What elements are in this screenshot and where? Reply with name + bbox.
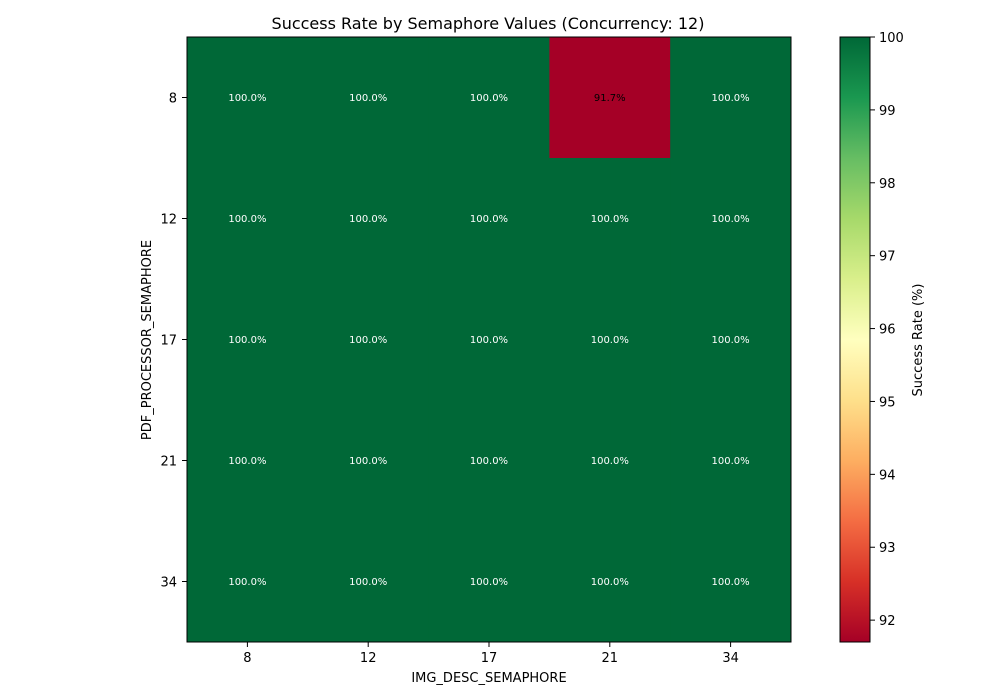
colorbar-tick-label: 95	[879, 395, 896, 410]
heatmap-cell-labels: 100.0% 100.0% 100.0% 91.7% 100.0% 100.0% 100.0…	[228, 93, 749, 588]
x-tick-label: 12	[360, 651, 377, 666]
colorbar	[839, 36, 871, 643]
heatmap-cell	[428, 37, 550, 159]
x-tick-label: 21	[602, 651, 619, 666]
heatmap-cell	[549, 521, 671, 643]
y-tick-label: 34	[160, 576, 177, 591]
heatmap-cell	[187, 400, 309, 522]
y-axis-title: PDF_PROCESSOR_SEMAPHORE	[140, 240, 155, 440]
heatmap-cell	[428, 158, 550, 280]
x-axis-title: IMG_DESC_SEMAPHORE	[411, 671, 566, 686]
colorbar-tick-label: 97	[879, 250, 896, 265]
cell-value-label: 100.0%	[712, 214, 750, 225]
cell-value-label: 100.0%	[228, 335, 266, 346]
colorbar-tick-label: 99	[879, 104, 896, 119]
cell-value-label: 100.0%	[349, 93, 387, 104]
heatmap-cell	[549, 37, 671, 159]
colorbar-tick-label: 93	[879, 541, 896, 556]
heatmap-cell	[549, 400, 671, 522]
heatmap-cell	[187, 279, 309, 401]
y-tick-label: 17	[160, 334, 177, 349]
cell-value-label: 100.0%	[591, 456, 629, 467]
cell-value-label: 100.0%	[228, 214, 266, 225]
cell-value-label: 100.0%	[470, 577, 508, 588]
heatmap-cell	[428, 400, 550, 522]
heatmap-cell	[307, 400, 430, 522]
colorbar-tick-label: 98	[879, 177, 896, 192]
heatmap-cell	[187, 521, 309, 643]
cell-value-label: 100.0%	[228, 456, 266, 467]
cell-value-label: 100.0%	[712, 577, 750, 588]
heatmap-cell	[307, 158, 430, 280]
cell-value-label: 100.0%	[712, 335, 750, 346]
heatmap-cell	[670, 279, 792, 401]
y-tick-label: 21	[160, 455, 177, 470]
heatmap-cell	[307, 521, 430, 643]
x-tick-label: 17	[481, 651, 498, 666]
cell-value-label: 100.0%	[228, 577, 266, 588]
cell-value-label: 100.0%	[470, 335, 508, 346]
cell-value-label: 100.0%	[712, 456, 750, 467]
cell-value-label: 91.7%	[594, 93, 626, 104]
heatmap-cell	[428, 279, 550, 401]
colorbar-tick-label: 100	[879, 31, 904, 46]
cell-value-label: 100.0%	[228, 93, 266, 104]
heatmap-cell	[428, 521, 550, 643]
x-tick-label: 34	[722, 651, 739, 666]
heatmap-cell	[187, 158, 309, 280]
cell-value-label: 100.0%	[349, 214, 387, 225]
cell-value-label: 100.0%	[591, 577, 629, 588]
chart-title: Success Rate by Semaphore Values (Concur…	[272, 14, 705, 33]
heatmap-cell	[670, 400, 792, 522]
y-axis-ticks: 8 12 17 21 34	[160, 92, 187, 591]
colorbar-tick-label: 94	[879, 468, 896, 483]
colorbar-ticks: 92 93 94 95 96 97 98 99 100	[870, 31, 904, 629]
x-axis-ticks: 8 12 17 21 34	[243, 642, 739, 666]
colorbar-tick-label: 96	[879, 323, 896, 338]
cell-value-label: 100.0%	[349, 456, 387, 467]
cell-value-label: 100.0%	[591, 335, 629, 346]
heatmap-cell	[670, 521, 792, 643]
colorbar-title: Success Rate (%)	[911, 284, 926, 397]
x-tick-label: 8	[243, 651, 251, 666]
heatmap-cell	[307, 37, 430, 159]
colorbar-tick-label: 92	[879, 614, 896, 629]
heatmap-cell	[670, 158, 792, 280]
cell-value-label: 100.0%	[470, 214, 508, 225]
heatmap-cells	[187, 37, 792, 643]
y-tick-label: 12	[160, 213, 177, 228]
heatmap-cell	[307, 279, 430, 401]
cell-value-label: 100.0%	[591, 214, 629, 225]
cell-value-label: 100.0%	[349, 335, 387, 346]
cell-value-label: 100.0%	[712, 93, 750, 104]
heatmap-cell	[187, 37, 309, 159]
cell-value-label: 100.0%	[470, 456, 508, 467]
cell-value-label: 100.0%	[470, 93, 508, 104]
y-tick-label: 8	[169, 92, 177, 107]
heatmap-cell	[549, 279, 671, 401]
cell-value-label: 100.0%	[349, 577, 387, 588]
heatmap-cell	[670, 37, 792, 159]
heatmap-cell	[549, 158, 671, 280]
